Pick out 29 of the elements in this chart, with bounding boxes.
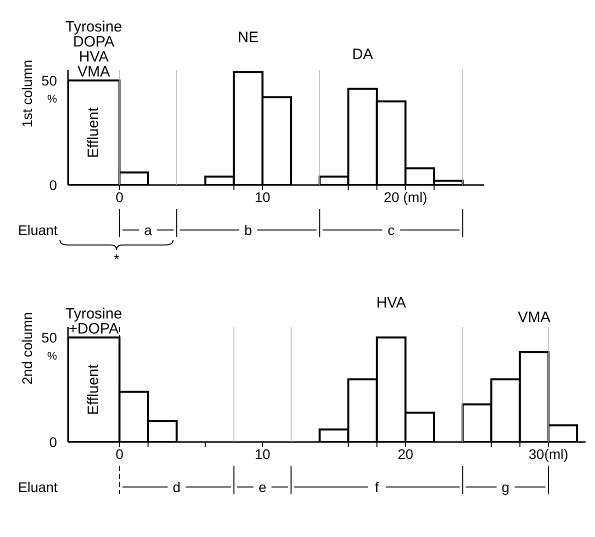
- text: *: [114, 251, 120, 267]
- y-axis-title: 1st column: [18, 60, 35, 128]
- text: Eluant: [18, 479, 58, 495]
- x-tick-label: 0: [116, 188, 124, 205]
- text: c: [388, 222, 395, 238]
- x-tick-label: 20 (ml): [384, 188, 428, 205]
- annotation: Tyrosine +DOPA: [65, 305, 122, 338]
- y-axis-title: 2nd column: [18, 312, 35, 384]
- text: f: [374, 479, 379, 495]
- text: a: [144, 222, 152, 238]
- text: Eluant: [18, 222, 58, 238]
- x-tick-label: 10: [254, 188, 270, 205]
- annotation: VMA: [518, 309, 550, 326]
- annotation: Effluent: [85, 106, 102, 158]
- y-tick-label: 0: [49, 177, 58, 193]
- annotation: NE: [238, 29, 259, 46]
- text: b: [244, 222, 252, 238]
- text: d: [172, 479, 181, 495]
- y-tick-label: 0: [49, 434, 58, 450]
- x-tick-label: 0: [116, 446, 124, 462]
- x-tick-label: 30(ml): [528, 446, 568, 462]
- annotation: DA: [352, 46, 373, 63]
- text: e: [258, 479, 267, 495]
- x-tick-label: 10: [254, 446, 270, 462]
- x-tick-label: 20: [398, 446, 414, 462]
- annotation: Effluent: [85, 364, 102, 416]
- annotation: Tyrosine DOPA HVA VMA: [65, 18, 122, 80]
- text: g: [502, 479, 510, 495]
- annotation: HVA: [376, 294, 406, 312]
